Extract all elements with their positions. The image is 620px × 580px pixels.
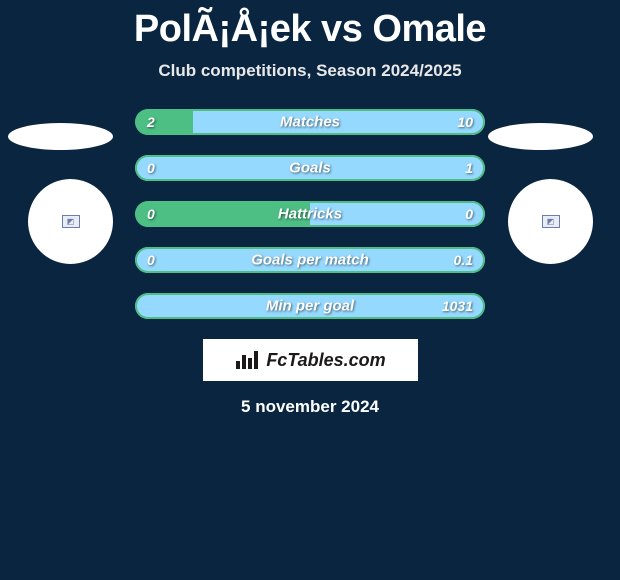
club-flag-icon: ◩ bbox=[542, 215, 560, 228]
stat-value-right: 0 bbox=[465, 206, 473, 222]
badge-circle-left: ◩ bbox=[28, 179, 113, 264]
stat-label: Hattricks bbox=[135, 206, 485, 223]
stat-row: Hattricks0 0 bbox=[135, 201, 485, 227]
badge-ellipse-right bbox=[488, 123, 593, 150]
stat-row: Matches2 10 bbox=[135, 109, 485, 135]
badge-circle-right: ◩ bbox=[508, 179, 593, 264]
stat-label: Goals bbox=[135, 160, 485, 177]
stat-label: Min per goal bbox=[135, 298, 485, 315]
stat-value-left: 2 bbox=[147, 114, 155, 130]
stat-value-left: 0 bbox=[147, 206, 155, 222]
stat-value-right: 10 bbox=[457, 114, 473, 130]
stat-value-left: 0 bbox=[147, 160, 155, 176]
logo-box: FcTables.com bbox=[203, 339, 418, 381]
stat-value-right: 1 bbox=[465, 160, 473, 176]
page-subtitle: Club competitions, Season 2024/2025 bbox=[0, 61, 620, 81]
stat-value-right: 1031 bbox=[442, 298, 473, 314]
stat-label: Goals per match bbox=[135, 252, 485, 269]
stat-row: Min per goal1031 bbox=[135, 293, 485, 319]
club-flag-icon: ◩ bbox=[62, 215, 80, 228]
badge-ellipse-left bbox=[8, 123, 113, 150]
chart-icon bbox=[234, 349, 260, 371]
stat-row: Goals per match0 0.1 bbox=[135, 247, 485, 273]
stat-label: Matches bbox=[135, 114, 485, 131]
stat-value-left: 0 bbox=[147, 252, 155, 268]
page-title: PolÃ¡Å¡ek vs Omale bbox=[0, 0, 620, 51]
date-text: 5 november 2024 bbox=[0, 397, 620, 417]
stats-container: Matches210Goals01Hattricks00Goals per ma… bbox=[135, 109, 485, 319]
stat-row: Goals0 1 bbox=[135, 155, 485, 181]
stat-value-right: 0.1 bbox=[454, 252, 473, 268]
logo-text: FcTables.com bbox=[266, 350, 385, 371]
